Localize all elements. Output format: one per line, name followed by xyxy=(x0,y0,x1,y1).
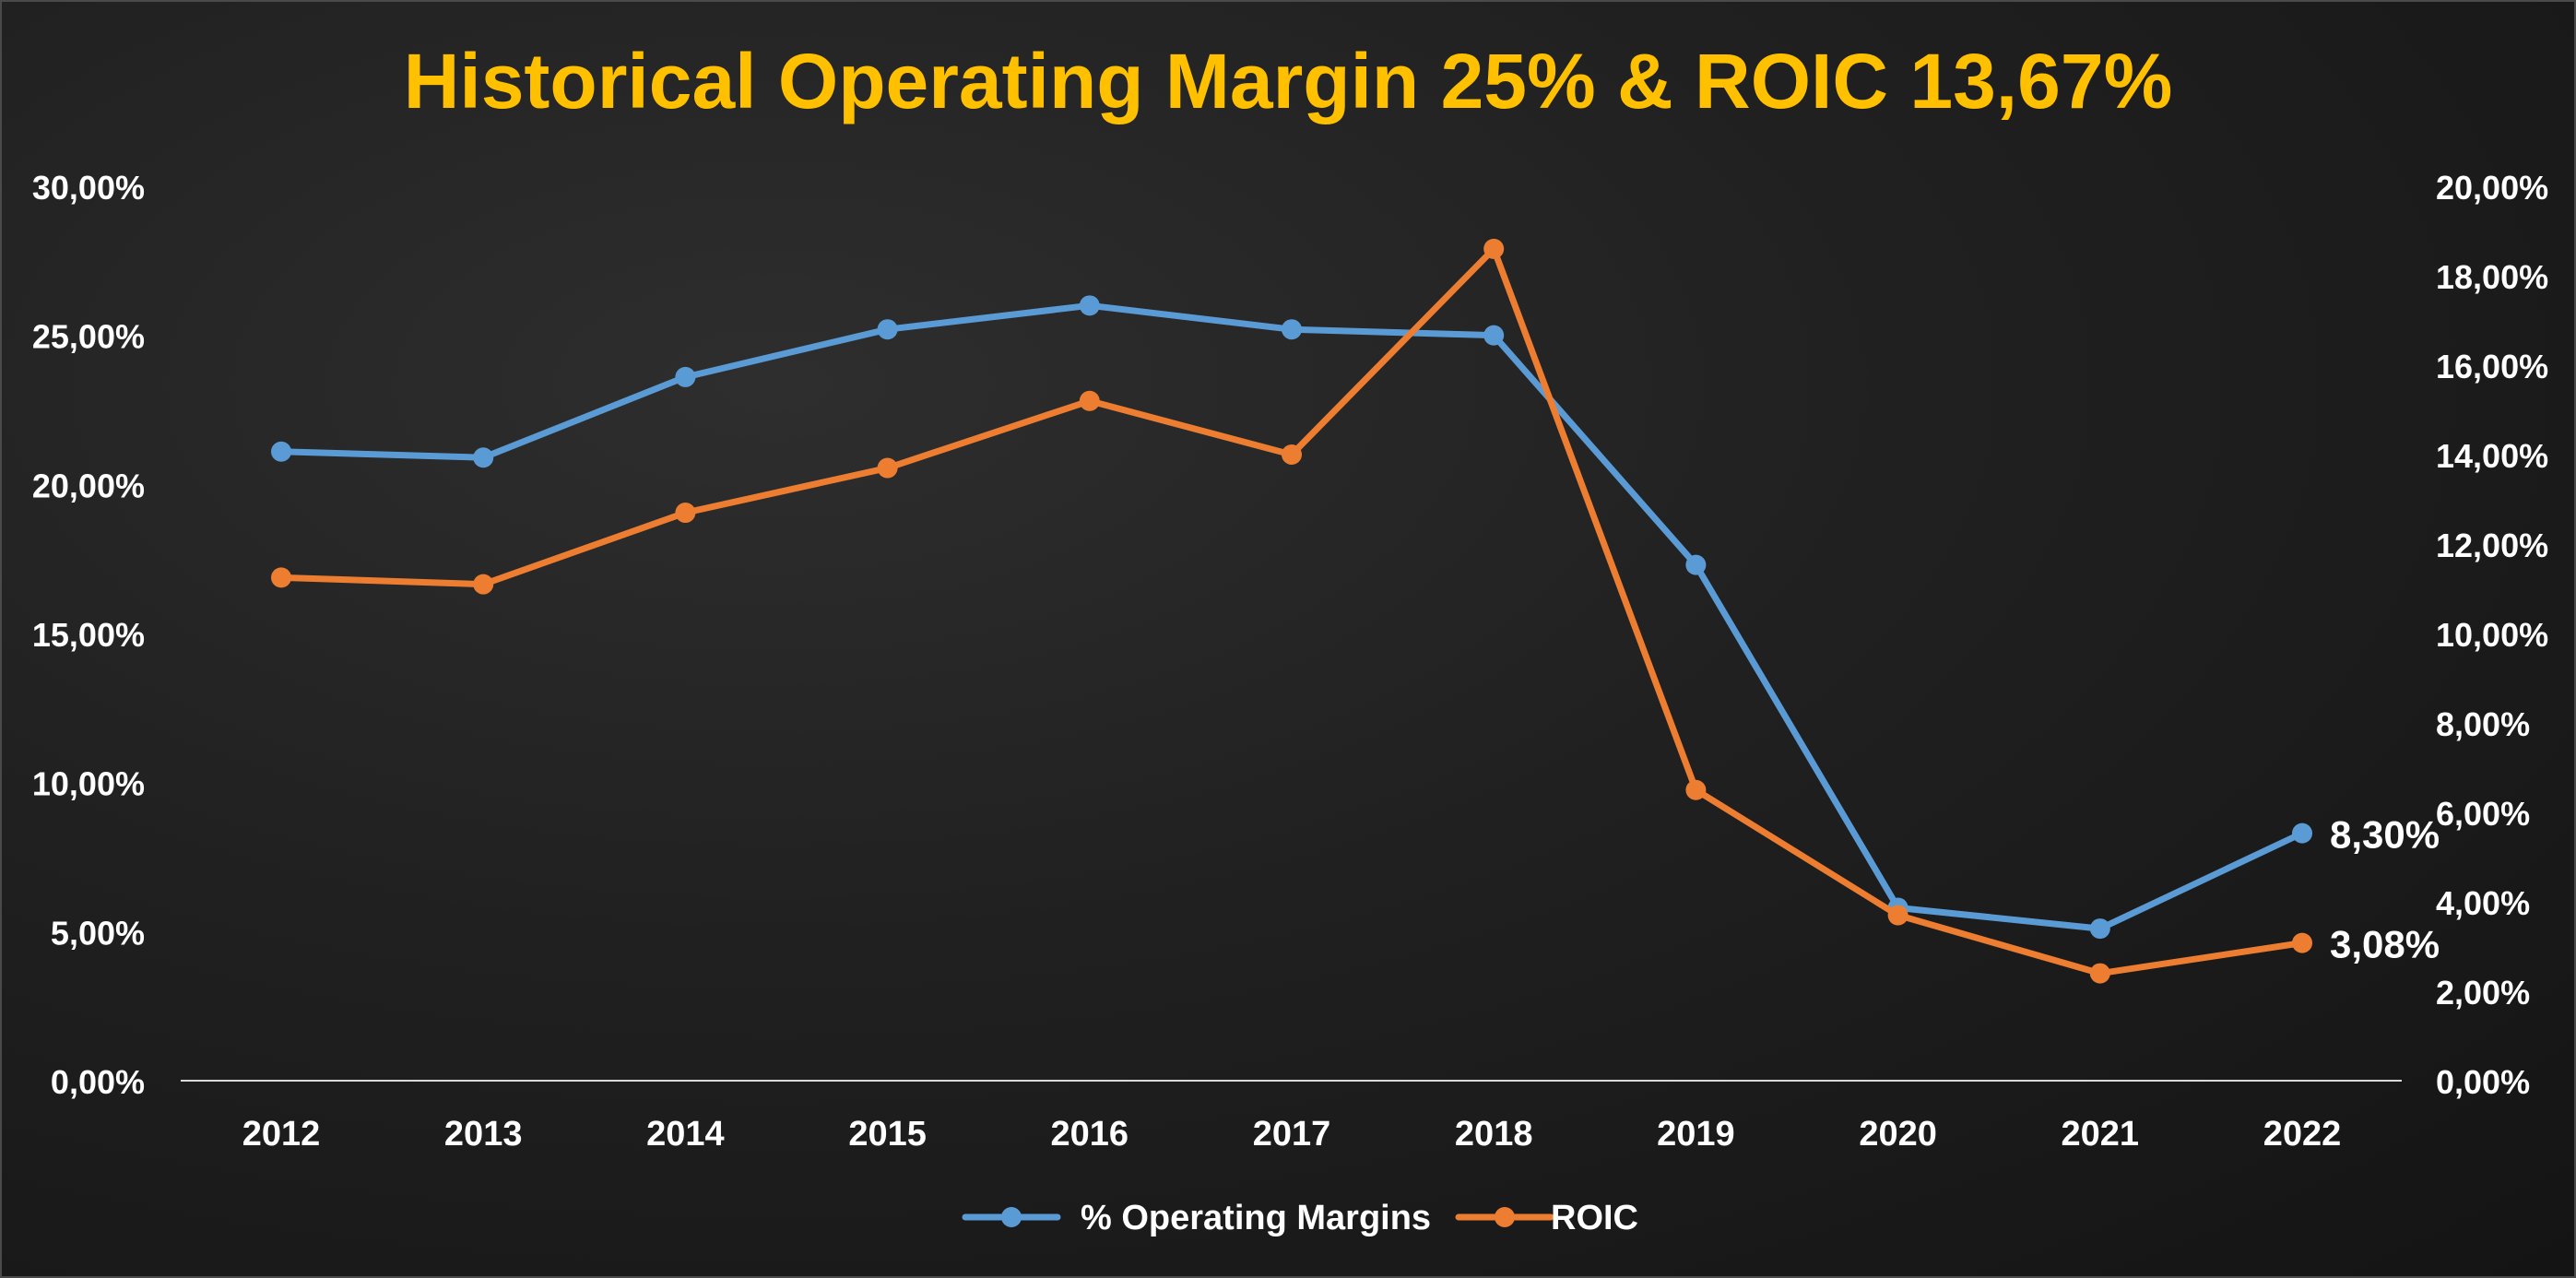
right-tick-label: 16,00% xyxy=(2436,348,2548,385)
x-tick-label: 2020 xyxy=(1859,1115,1937,1154)
series-line xyxy=(278,302,2306,932)
data-point xyxy=(473,574,494,595)
x-tick-label: 2013 xyxy=(444,1115,523,1154)
legend-swatch-marker xyxy=(1001,1207,1022,1227)
left-tick-label: 30,00% xyxy=(32,169,145,207)
right-tick-label: 4,00% xyxy=(2436,884,2530,922)
end-data-label: 3,08% xyxy=(2330,923,2440,966)
data-point xyxy=(2292,822,2312,844)
series-layer xyxy=(271,238,2312,984)
x-tick-label: 2021 xyxy=(2062,1115,2140,1154)
data-point xyxy=(2089,918,2110,940)
right-tick-label: 8,00% xyxy=(2436,705,2530,743)
data-point xyxy=(2292,932,2312,953)
legend-label: ROIC xyxy=(1551,1199,1638,1237)
data-point xyxy=(2089,963,2110,984)
x-tick-label: 2014 xyxy=(646,1115,725,1154)
left-axis: 0,00% 5,00% 10,00% 15,00% 20,00% 25,00% 30,00% xyxy=(32,169,145,1101)
end-data-label: 8,30% xyxy=(2330,813,2440,857)
left-tick-label: 20,00% xyxy=(32,467,145,504)
x-tick-label: 2017 xyxy=(1253,1115,1331,1154)
data-point xyxy=(675,366,696,387)
data-point xyxy=(473,447,494,468)
x-tick-label: 2019 xyxy=(1657,1115,1735,1154)
right-tick-label: 14,00% xyxy=(2436,437,2548,475)
legend-label: % Operating Margins xyxy=(1081,1199,1431,1237)
chart-title: Historical Operating Margin 25% & ROIC 1… xyxy=(404,38,2173,124)
x-tick-label: 2015 xyxy=(848,1115,927,1154)
right-tick-label: 0,00% xyxy=(2436,1063,2530,1101)
x-tick-label: 2022 xyxy=(2263,1115,2342,1154)
series-line xyxy=(278,245,2306,977)
x-tick-label: 2018 xyxy=(1455,1115,1533,1154)
data-point xyxy=(877,319,898,340)
end-labels: 8,30% 3,08% xyxy=(2330,813,2440,966)
x-axis: 2012 2013 2014 2015 2016 2017 2018 2019 2020 2021… xyxy=(242,1115,2342,1154)
data-point xyxy=(877,457,898,479)
series-roic xyxy=(271,238,2312,984)
left-tick-label: 0,00% xyxy=(51,1063,145,1101)
series-operating-margin xyxy=(271,295,2312,940)
data-point xyxy=(1282,319,1302,340)
data-point xyxy=(1282,444,1302,465)
right-tick-label: 6,00% xyxy=(2436,795,2530,833)
data-point xyxy=(675,503,696,524)
right-tick-label: 20,00% xyxy=(2436,169,2548,207)
data-point xyxy=(1887,905,1908,926)
x-tick-label: 2016 xyxy=(1051,1115,1129,1154)
data-point xyxy=(1685,554,1707,575)
data-point xyxy=(271,441,291,462)
right-tick-label: 18,00% xyxy=(2436,258,2548,296)
right-tick-label: 10,00% xyxy=(2436,616,2548,654)
data-point xyxy=(1079,295,1100,316)
data-point xyxy=(1685,779,1707,800)
left-tick-label: 10,00% xyxy=(32,765,145,803)
data-point xyxy=(1079,390,1100,411)
data-point xyxy=(271,567,291,588)
right-axis: 0,00% 2,00% 4,00% 6,00% 8,00% 10,00% 12,00% 14,… xyxy=(2436,169,2548,1101)
left-tick-label: 15,00% xyxy=(32,616,145,654)
legend: % Operating Margins ROIC xyxy=(962,1199,1638,1237)
right-tick-label: 2,00% xyxy=(2436,974,2530,1012)
data-point xyxy=(1483,238,1505,259)
right-tick-label: 12,00% xyxy=(2436,527,2548,564)
left-tick-label: 5,00% xyxy=(51,914,145,952)
data-point xyxy=(1483,325,1505,346)
left-tick-label: 25,00% xyxy=(32,318,145,356)
x-tick-label: 2012 xyxy=(242,1115,321,1154)
legend-swatch-marker xyxy=(1495,1207,1515,1227)
